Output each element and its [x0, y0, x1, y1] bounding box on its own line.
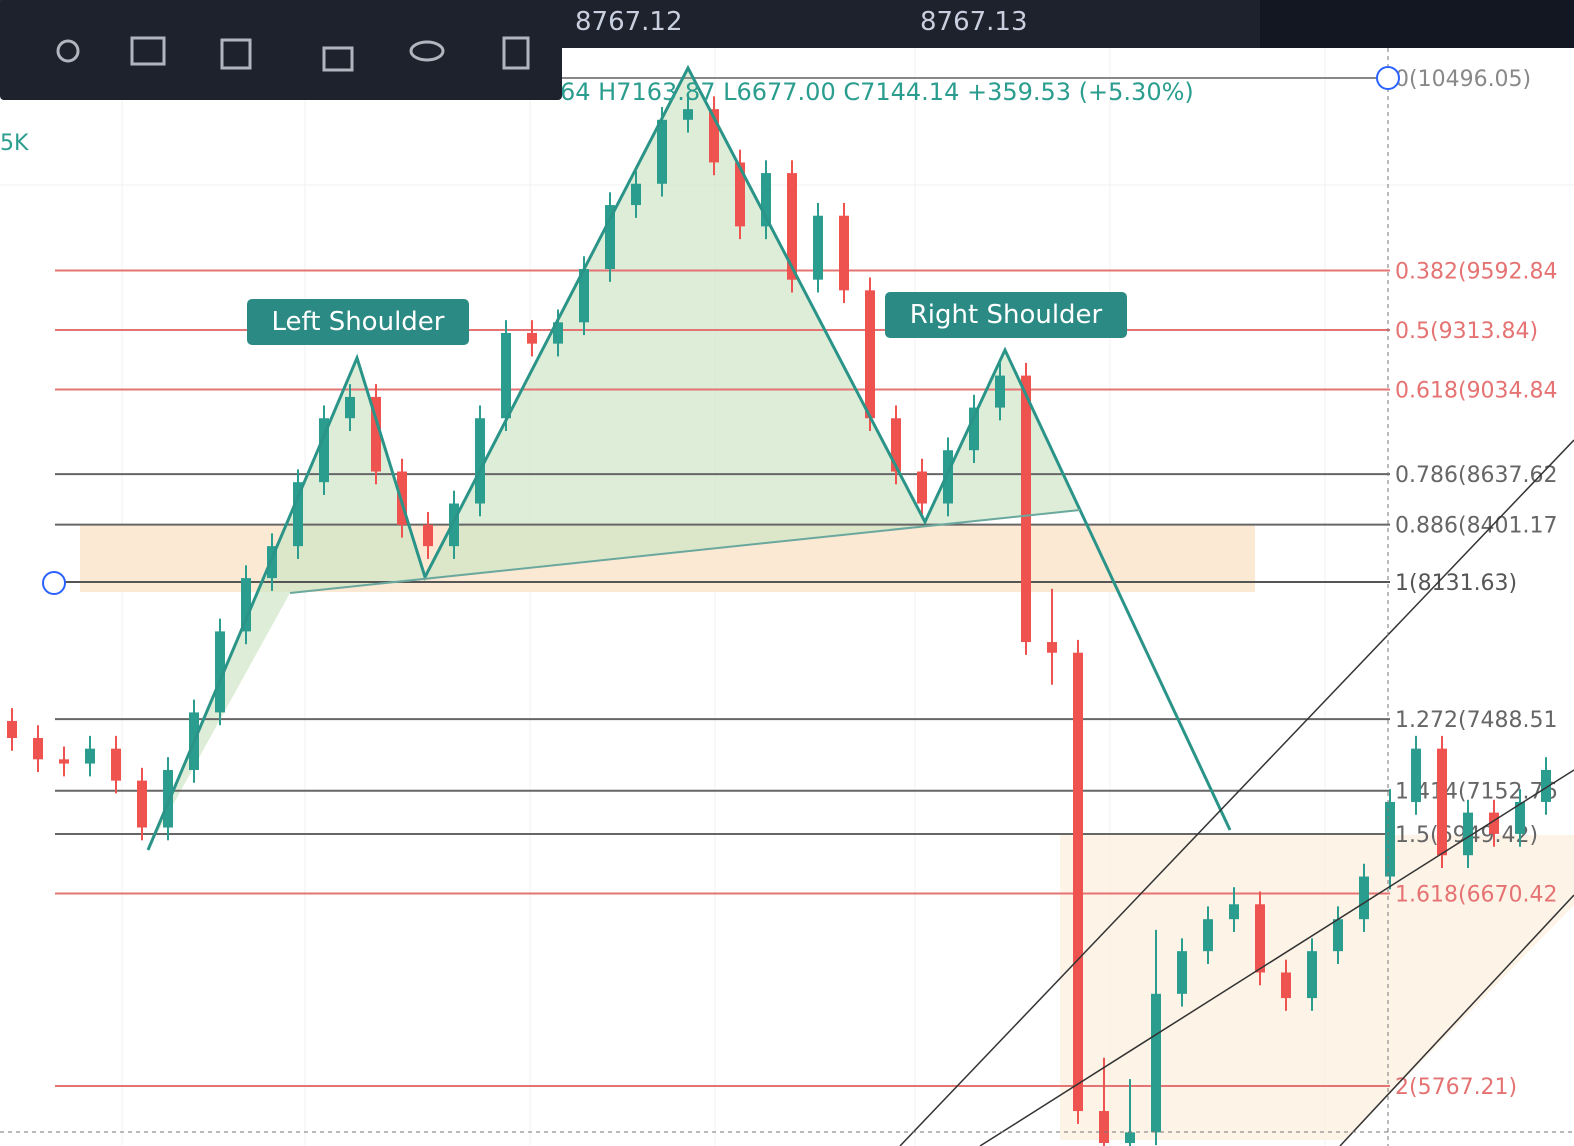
candle-body	[501, 332, 511, 419]
candle-body	[657, 119, 667, 184]
price: 8767.12	[575, 7, 683, 37]
price: 8767.13	[920, 7, 1028, 37]
fib-label: 1.414(7152.76	[1395, 780, 1558, 805]
pattern-fill	[148, 68, 1080, 850]
top-right	[1260, 0, 1574, 48]
candle-body	[163, 769, 173, 828]
channel	[899, 439, 1574, 1146]
candle-body	[605, 205, 615, 270]
candle-body	[241, 578, 251, 632]
candle-body	[33, 737, 43, 760]
price-bar	[560, 0, 1260, 48]
delete-button[interactable]	[502, 36, 530, 70]
candle-body	[683, 109, 693, 120]
candle-body	[969, 407, 979, 451]
handle[interactable]	[42, 571, 66, 595]
fib-label: 0.618(9034.84	[1395, 378, 1558, 403]
candle-body	[917, 471, 927, 504]
lock-button[interactable]	[322, 46, 354, 72]
candle-body	[1385, 801, 1395, 877]
candle-body	[995, 375, 1005, 408]
candle-body	[293, 482, 303, 547]
candle-body	[1541, 769, 1551, 802]
fib-label: 1.618(6670.42	[1395, 883, 1558, 908]
candle-body	[1333, 919, 1343, 952]
candle-body	[839, 215, 849, 291]
candle-body	[527, 332, 537, 344]
candle-body	[371, 396, 381, 472]
candle-body	[423, 524, 433, 547]
candle-body	[1125, 1132, 1135, 1144]
handle[interactable]	[1376, 66, 1400, 90]
candle-body	[865, 290, 875, 419]
label-box	[247, 299, 469, 345]
candle-body	[1203, 919, 1213, 952]
layers-button[interactable]	[130, 36, 166, 66]
ohlc-header: 64 H7163.87 L6677.00 C7144.14 +359.53 (+…	[560, 78, 1194, 106]
candle-body	[735, 162, 745, 227]
candle-body	[137, 780, 147, 828]
pattern-line	[146, 64, 1232, 851]
label-box	[885, 292, 1127, 338]
annotation: Right Shoulder	[910, 300, 1103, 330]
annotation: Left Shoulder	[272, 307, 445, 337]
candle-body	[579, 269, 589, 323]
toolbar	[0, 0, 562, 100]
candle-body	[1255, 904, 1265, 973]
candle-body	[1411, 748, 1421, 802]
candle-body	[1047, 642, 1057, 653]
candle-body	[59, 759, 69, 764]
candle-body	[787, 173, 797, 280]
visibility-button[interactable]	[409, 40, 445, 62]
candle-body	[319, 418, 329, 483]
candle-body	[709, 109, 719, 163]
neckline	[289, 509, 1081, 594]
candle-body	[1177, 951, 1187, 994]
candle-body	[1073, 652, 1083, 1112]
fib-label: 0.786(8637.62	[1395, 463, 1558, 488]
candle-body	[1307, 951, 1317, 999]
candle-body	[1489, 812, 1499, 834]
candle-body	[1229, 904, 1239, 920]
candle-body	[553, 322, 563, 344]
candle-body	[1151, 993, 1161, 1133]
toolbar-icons	[56, 36, 530, 72]
copy-button[interactable]	[220, 38, 252, 70]
candle-body	[1515, 801, 1525, 834]
candle-body	[215, 631, 225, 713]
fib-label: 0(10496.05)	[1395, 67, 1531, 92]
settings-button[interactable]	[56, 39, 80, 63]
candle-body	[891, 418, 901, 472]
candle-body	[345, 396, 355, 419]
fib-label: 0.5(9313.84)	[1395, 319, 1538, 344]
candle-body	[1021, 375, 1031, 643]
candle-body	[1359, 876, 1369, 920]
fib-label: 0.886(8401.17	[1395, 514, 1558, 539]
candle-body	[7, 720, 17, 738]
candle-body	[85, 748, 95, 764]
scale-label: 5K	[0, 131, 29, 156]
candle-body	[943, 450, 953, 504]
candle-body	[761, 173, 771, 227]
candle-body	[475, 418, 485, 504]
candle-body	[1437, 748, 1447, 856]
fib-label: 2(5767.21)	[1395, 1075, 1517, 1100]
candle-body	[813, 215, 823, 280]
candle-body	[111, 748, 121, 781]
candle-body	[1281, 972, 1291, 999]
candle-body	[449, 503, 459, 547]
candle-body	[267, 546, 277, 579]
candle-body	[1099, 1111, 1109, 1144]
candle-body	[631, 183, 641, 206]
fib-label: 1(8131.63)	[1395, 571, 1517, 596]
fib-label: 0.382(9592.84	[1395, 260, 1558, 285]
candle-body	[1463, 812, 1473, 856]
fib-label: 1.272(7488.51	[1395, 708, 1558, 733]
